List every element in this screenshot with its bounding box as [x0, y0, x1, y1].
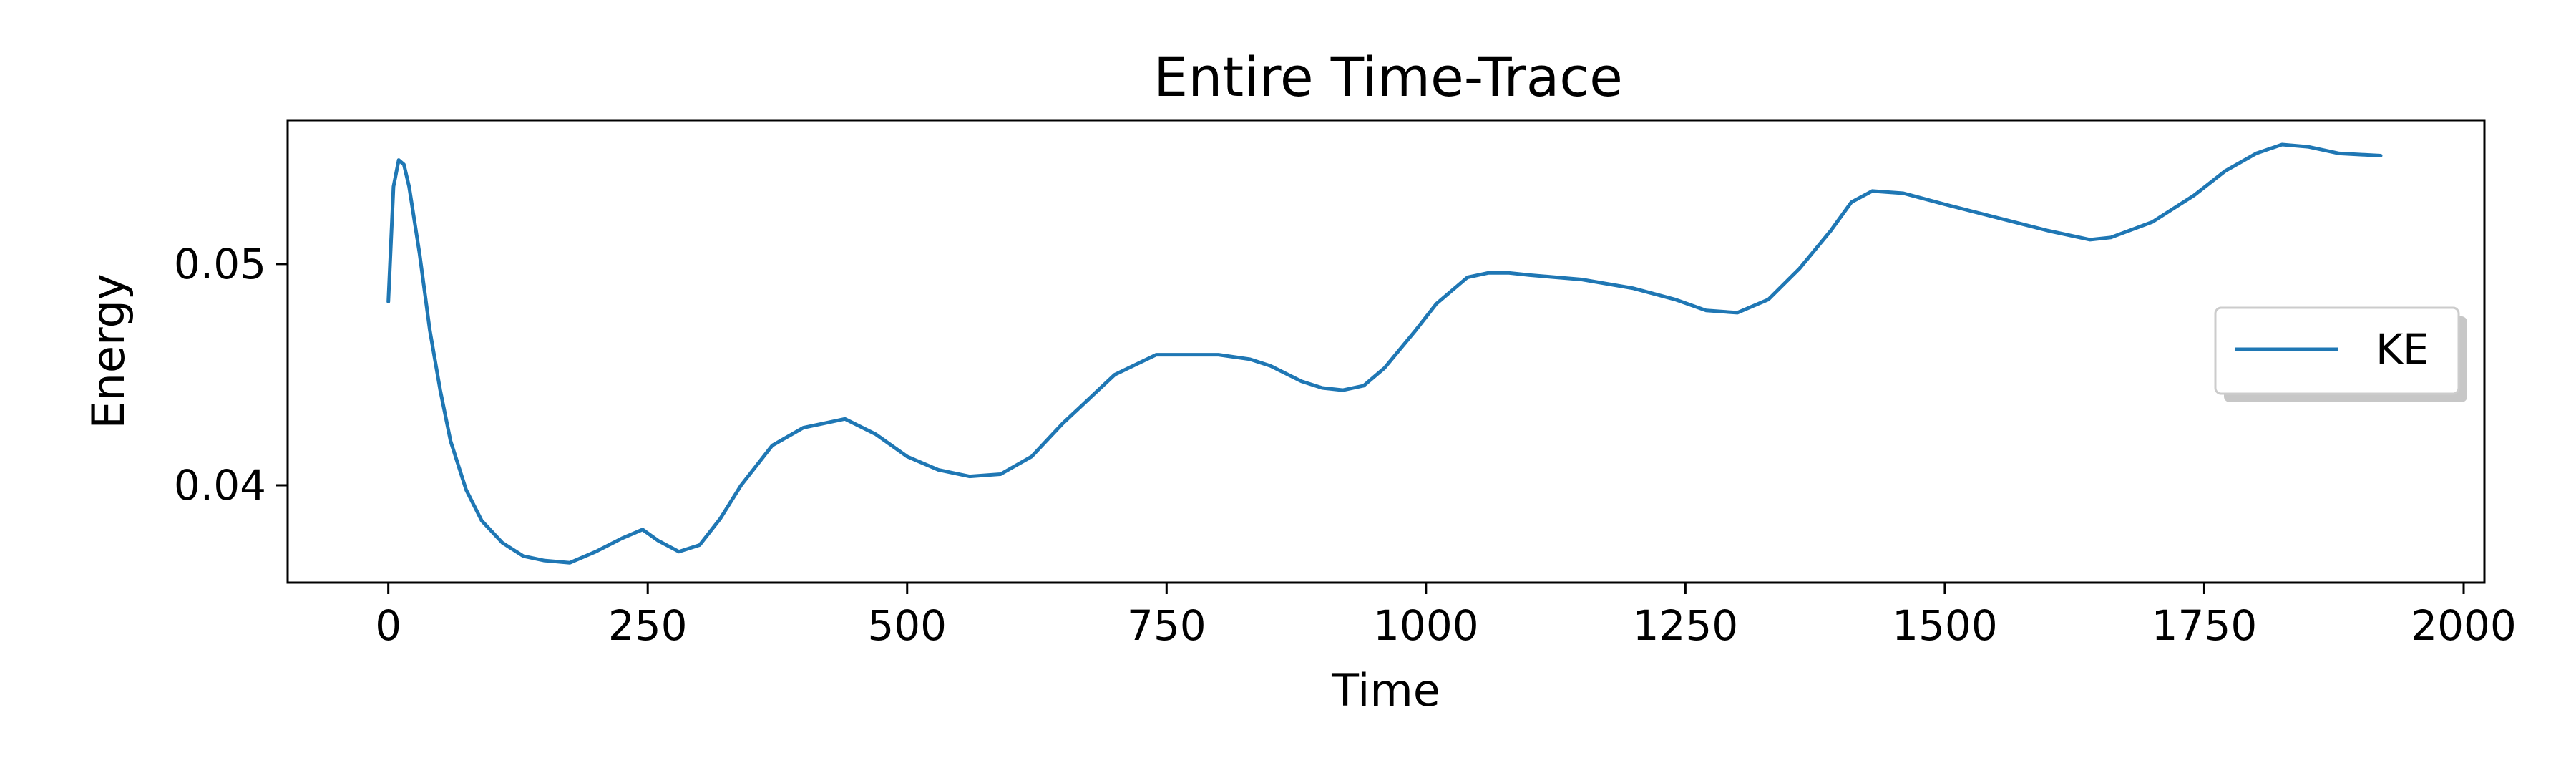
y-tick-label: 0.04	[174, 461, 266, 510]
y-tick-label: 0.05	[174, 240, 266, 288]
x-tick-label: 1750	[2152, 601, 2258, 650]
x-tick-label: 1250	[1633, 601, 1739, 650]
x-tick-label: 750	[1127, 601, 1206, 650]
chart-title: Entire Time-Trace	[1153, 45, 1623, 109]
x-tick-label: 500	[867, 601, 947, 650]
x-tick-label: 2000	[2411, 601, 2517, 650]
legend: KE	[2214, 306, 2467, 402]
y-axis-ticks: 0.04 0.05	[174, 240, 288, 510]
x-tick-label: 250	[608, 601, 688, 650]
x-tick-label: 1500	[1892, 601, 1998, 650]
x-axis-label: Time	[1331, 664, 1440, 716]
x-tick-label: 0	[375, 601, 401, 650]
plot-frame	[286, 119, 2486, 584]
x-axis-ticks: 0 250 500 750 1000 1250 1500 1750 2000	[375, 583, 2517, 650]
legend-label-ke: KE	[2376, 325, 2429, 374]
plot-area	[286, 119, 2486, 584]
series-line-ke	[386, 142, 2383, 565]
y-axis-label: Energy	[82, 273, 135, 429]
x-tick-label: 1000	[1373, 601, 1479, 650]
